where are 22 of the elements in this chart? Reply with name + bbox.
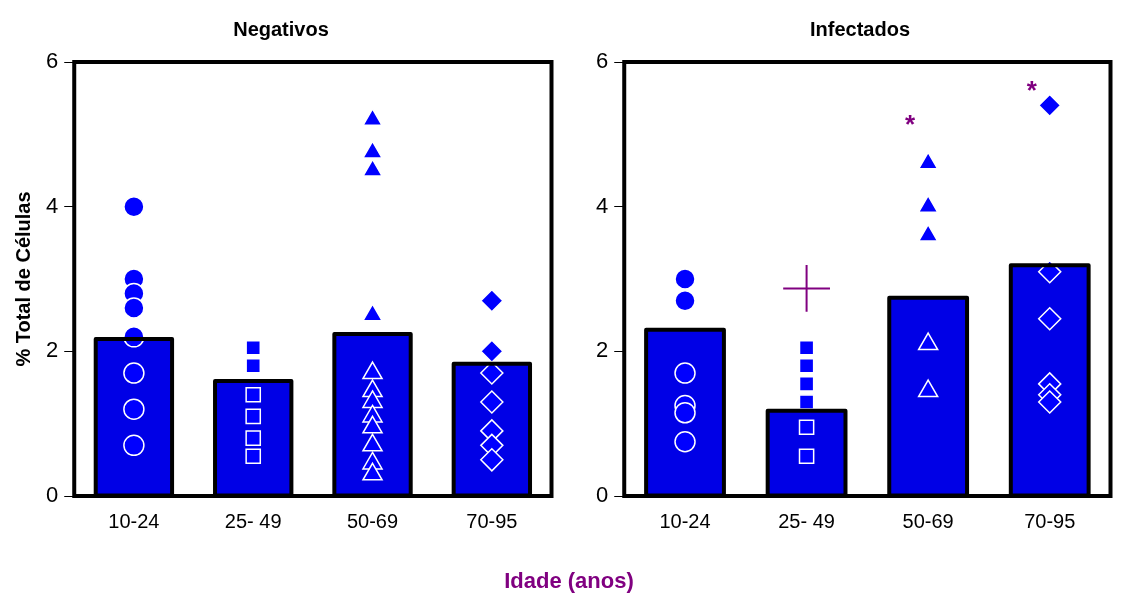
- x-axis-title: Idade (anos): [503, 568, 635, 594]
- y-tick-label: 2: [45, 337, 59, 363]
- annotation: *: [1026, 75, 1038, 106]
- y-tick-label: 4: [595, 192, 609, 218]
- x-tick-label: 70-95: [466, 509, 518, 532]
- chart-title: Infectados: [809, 17, 911, 40]
- y-axis-title: % Total de Células: [11, 191, 34, 367]
- annotation: *: [905, 109, 917, 140]
- y-tick-label: 0: [595, 482, 609, 508]
- y-tick-label: 0: [45, 482, 59, 508]
- y-tick-label: 4: [45, 192, 59, 218]
- x-tick-label: 50-69: [902, 509, 954, 532]
- y-tick-label: 2: [595, 337, 609, 363]
- y-tick-label: 6: [595, 48, 609, 74]
- x-tick-label: 70-95: [1024, 509, 1076, 532]
- chart-title: Negativos: [233, 17, 329, 40]
- x-tick-label: 50-69: [346, 509, 399, 532]
- x-tick-label: 25- 49: [224, 509, 282, 532]
- y-tick-label: 6: [45, 48, 59, 74]
- x-tick-label: 25- 49: [778, 509, 835, 532]
- x-tick-label: 10-24: [659, 509, 711, 532]
- x-tick-label: 10-24: [108, 509, 160, 532]
